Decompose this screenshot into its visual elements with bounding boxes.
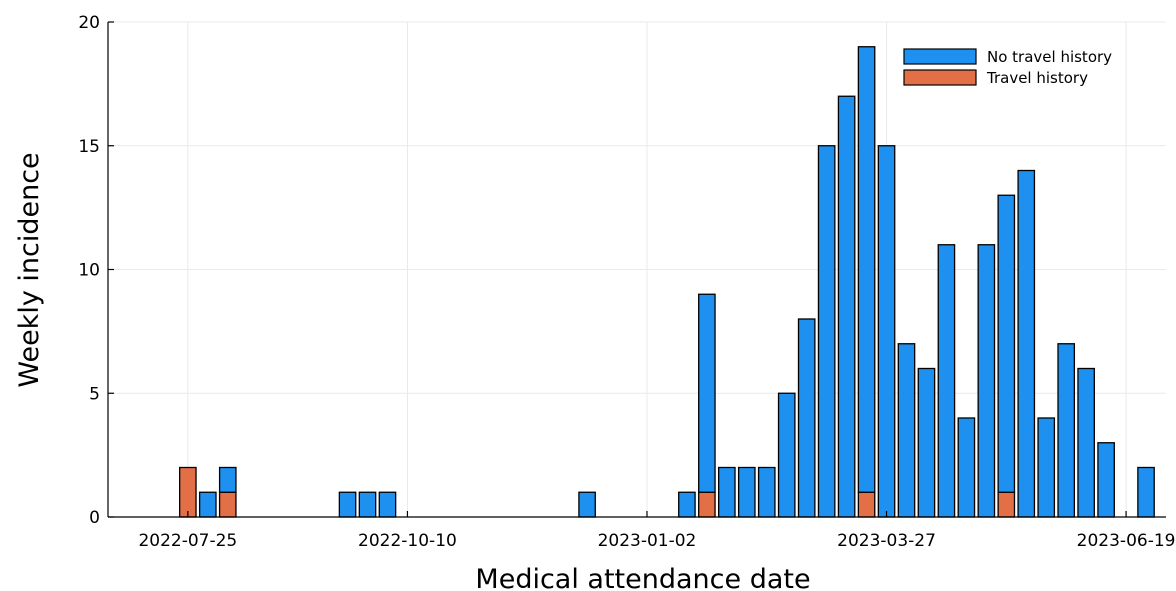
bar-no-travel-history: [1037, 417, 1056, 518]
y-tick-label: 0: [89, 508, 100, 528]
bar-travel-history: [179, 466, 197, 518]
bar-no-travel-history: [757, 466, 776, 518]
bar-travel-history: [997, 491, 1016, 518]
bar-no-travel-history: [937, 244, 956, 518]
y-tick-label: 15: [78, 137, 100, 157]
bar-no-travel-history: [1137, 466, 1155, 518]
bar-no-travel-history: [977, 244, 996, 518]
bar-no-travel-history: [837, 95, 856, 518]
legend-label: Travel history: [986, 69, 1088, 87]
bar-no-travel-history: [378, 491, 397, 518]
bar-no-travel-history: [698, 293, 716, 493]
x-tick-label: 2023-03-27: [837, 531, 936, 551]
bar-travel-history: [698, 491, 716, 518]
tick-labels: 0 5 10 15 20 2022-07-25 2022-10-10 2023-01-02 20…: [78, 13, 1175, 551]
bar-travel-history: [218, 491, 237, 518]
legend: No travel history Travel history: [903, 48, 1112, 87]
bar-no-travel-history: [737, 466, 756, 518]
bars: [179, 46, 1155, 518]
bar-no-travel-history: [338, 491, 357, 518]
bar-no-travel-history: [578, 491, 596, 518]
bar-no-travel-history: [797, 318, 816, 518]
bar-no-travel-history: [198, 491, 217, 518]
bar-travel-history: [857, 491, 876, 518]
legend-label: No travel history: [987, 48, 1112, 66]
x-tick-label: 2023-01-02: [598, 531, 697, 551]
bar-no-travel-history: [1057, 343, 1076, 518]
bar-no-travel-history: [358, 491, 377, 518]
y-tick-label: 20: [78, 13, 100, 33]
legend-swatch: [903, 48, 977, 65]
x-tick-label: 2023-06-19: [1077, 531, 1176, 551]
bar-no-travel-history: [817, 145, 836, 518]
y-tick-label: 5: [89, 384, 100, 404]
bar-no-travel-history: [997, 194, 1016, 493]
x-tick-label: 2022-07-25: [138, 531, 237, 551]
bar-no-travel-history: [857, 46, 876, 493]
bar-no-travel-history: [218, 466, 237, 493]
legend-swatch: [903, 69, 977, 86]
bar-no-travel-history: [777, 392, 796, 518]
gridlines: [108, 21, 1166, 518]
y-axis-title: Weekly incidence: [14, 152, 45, 387]
bar-no-travel-history: [1097, 442, 1115, 518]
bar-no-travel-history: [717, 466, 736, 518]
bar-no-travel-history: [877, 145, 896, 518]
x-axis-title: Medical attendance date: [475, 564, 810, 591]
bar-no-travel-history: [1017, 169, 1036, 518]
bar-no-travel-history: [678, 491, 696, 518]
y-tick-label: 10: [78, 261, 100, 281]
x-tick-label: 2022-10-10: [358, 531, 457, 551]
bar-no-travel-history: [957, 417, 976, 518]
bar-no-travel-history: [897, 343, 916, 518]
bar-no-travel-history: [917, 367, 936, 518]
bar-no-travel-history: [1077, 367, 1095, 518]
